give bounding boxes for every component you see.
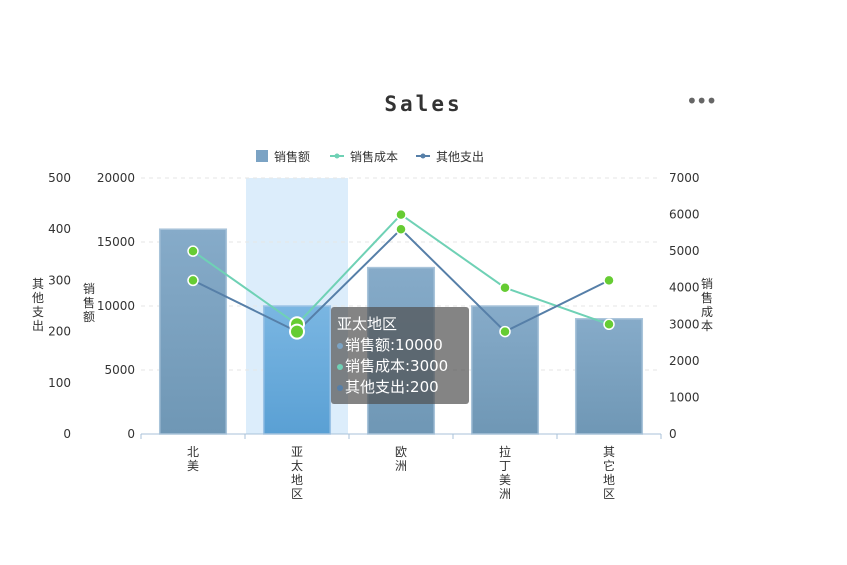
- y-right-tick-label: 0: [669, 427, 677, 441]
- cost-point: [499, 281, 511, 294]
- other-point: [187, 274, 199, 287]
- legend-label-1: 销售成本: [350, 149, 398, 164]
- tooltip-row-cost: 销售成本:3000: [337, 356, 463, 377]
- tooltip-sales-text: 销售额:10000: [345, 336, 443, 354]
- y-outer-axis-label: 他: [32, 291, 44, 305]
- other-point: [499, 325, 511, 338]
- y-right-tick-label: 1000: [669, 390, 700, 404]
- x-tick-label: 拉: [499, 444, 511, 459]
- bar-0: [158, 228, 228, 435]
- x-tick-label: 洲: [395, 459, 407, 473]
- y-right-tick-label: 3000: [669, 317, 700, 331]
- y-outer-tick-label: 400: [48, 222, 71, 236]
- y-right-tick-label: 6000: [669, 208, 700, 222]
- cost-point: [603, 318, 615, 331]
- x-tick-label: 区: [603, 487, 615, 501]
- legend-marker-1: [334, 153, 340, 159]
- tooltip-title: 亚太地区: [337, 315, 398, 333]
- x-tick-label: 区: [291, 487, 303, 501]
- tooltip: 亚太地区 销售额:10000 销售成本:3000 其他支出:200: [331, 307, 469, 404]
- y-outer-axis-label: 其: [32, 277, 44, 291]
- y-inner-tick-label: 10000: [97, 299, 135, 313]
- x-tick-label: 它: [603, 458, 615, 473]
- legend-label-0: 销售额: [274, 149, 310, 164]
- legend-label-2: 其他支出: [436, 150, 484, 164]
- y-inner-tick-label: 20000: [97, 171, 135, 185]
- y-right-axis-label: 售: [701, 290, 713, 305]
- y-right-tick-label: 7000: [669, 171, 700, 185]
- y-right-axis-label: 本: [701, 319, 713, 333]
- cost-point: [395, 208, 407, 221]
- y-right-tick-label: 2000: [669, 354, 700, 368]
- legend-marker-2: [420, 153, 426, 159]
- y-outer-axis-label: 出: [32, 319, 44, 333]
- y-inner-axis-label: 销: [83, 282, 95, 296]
- x-tick-label: 太: [291, 458, 303, 473]
- x-tick-label: 丁: [499, 459, 511, 473]
- x-tick-label: 其: [603, 445, 615, 459]
- x-tick-label: 欧: [395, 445, 407, 459]
- y-right-tick-label: 4000: [669, 281, 700, 295]
- y-outer-tick-label: 0: [63, 427, 71, 441]
- x-tick-label: 洲: [499, 487, 511, 501]
- tooltip-other-text: 其他支出:200: [345, 378, 439, 396]
- x-tick-label: 美: [187, 459, 199, 473]
- y-inner-axis-label: 售: [83, 295, 95, 310]
- other-point: [289, 323, 305, 340]
- y-inner-tick-label: 15000: [97, 235, 135, 249]
- tooltip-row-other: 其他支出:200: [337, 377, 463, 398]
- x-tick-label: 美: [499, 473, 511, 487]
- y-inner-tick-label: 0: [127, 427, 135, 441]
- y-right-axis-label: 销: [701, 277, 713, 291]
- cost-point: [187, 245, 199, 257]
- y-outer-tick-label: 100: [48, 376, 71, 390]
- other-point: [603, 274, 615, 287]
- x-tick-label: 亚: [291, 445, 303, 459]
- bar-3: [470, 305, 540, 435]
- x-tick-label: 地: [291, 473, 303, 487]
- y-outer-axis-label: 支: [32, 305, 44, 319]
- y-inner-tick-label: 5000: [104, 363, 135, 377]
- y-outer-tick-label: 500: [48, 171, 71, 185]
- y-outer-tick-label: 300: [48, 273, 71, 287]
- y-inner-axis-label: 额: [83, 310, 95, 324]
- y-right-tick-label: 5000: [669, 244, 700, 258]
- chart-title: Sales: [384, 92, 463, 116]
- y-right-axis-label: 成: [701, 305, 713, 319]
- bar-4: [574, 318, 644, 435]
- other-point: [395, 223, 407, 235]
- tooltip-row-sales: 销售额:10000: [337, 335, 463, 356]
- x-tick-label: 地: [603, 473, 615, 487]
- tooltip-cost-text: 销售成本:3000: [345, 357, 449, 375]
- y-outer-tick-label: 200: [48, 325, 71, 339]
- legend-swatch-0: [256, 150, 268, 162]
- x-tick-label: 北: [187, 445, 199, 459]
